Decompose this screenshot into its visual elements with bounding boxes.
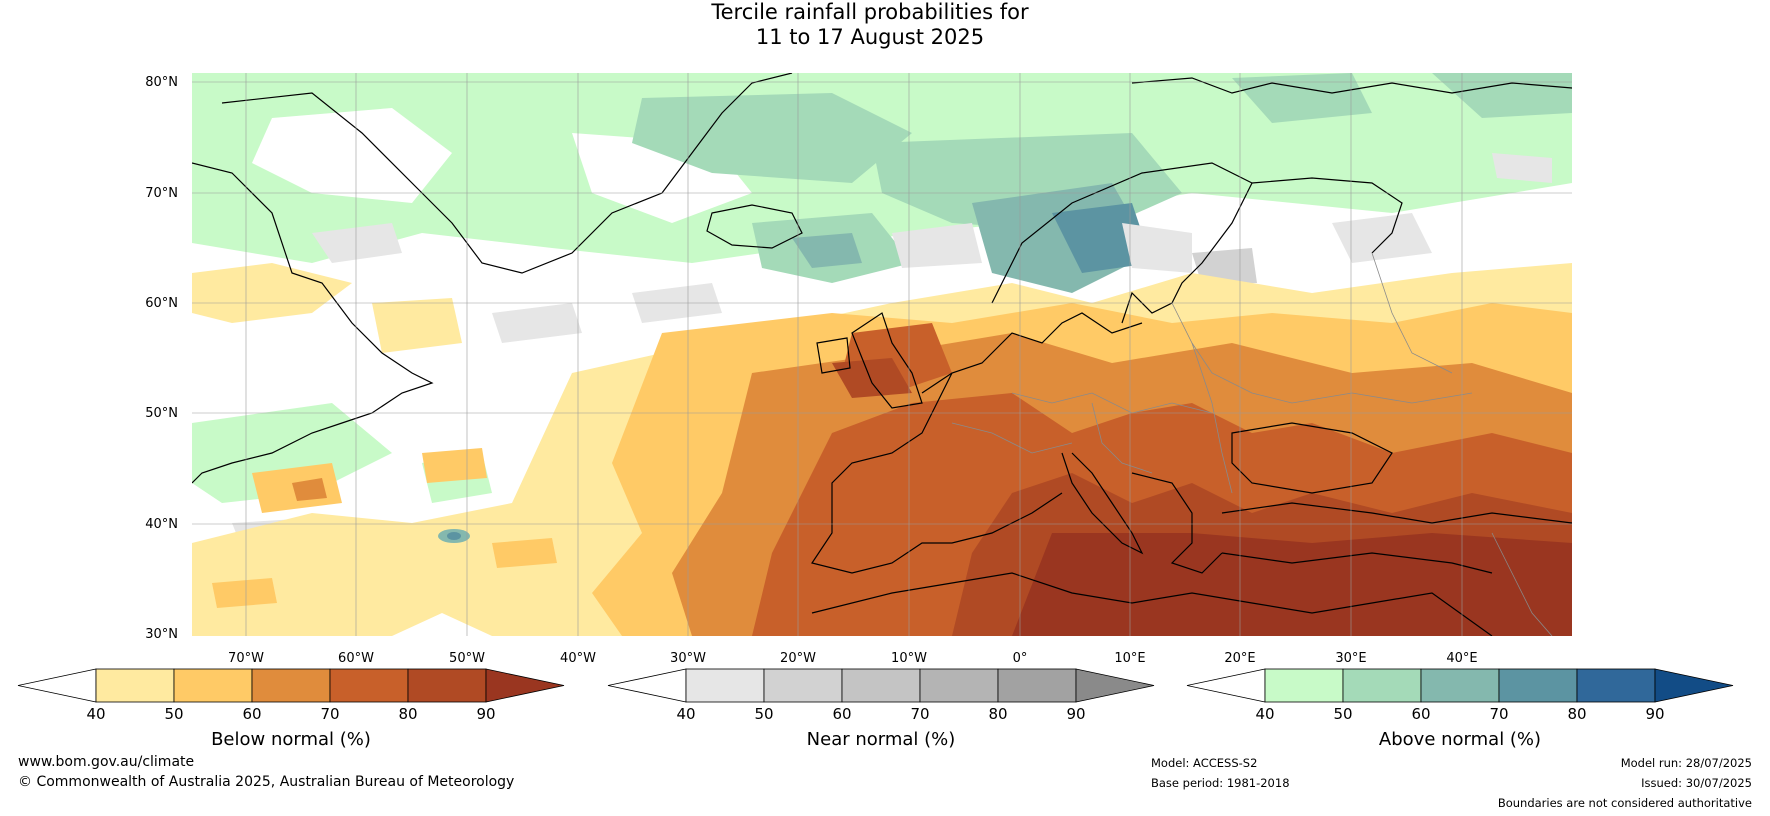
map-title: Tercile rainfall probabilities for 11 to… [0,0,1740,50]
colorbar-title: Below normal (%) [211,729,371,750]
colorbar-tick-label: 80 [1567,705,1586,723]
colorbar-tick-label: 90 [476,705,495,723]
colorbar-title: Above normal (%) [1379,729,1541,750]
lat-label: 60°N [145,296,178,311]
colorbar-cell [95,668,175,703]
colorbar-cell [841,668,921,703]
colorbar-tick-label: 40 [86,705,105,723]
colorbar-cell [251,668,331,703]
colorbar-cell [1498,668,1578,703]
issued-date: Issued: 30/07/2025 [1641,776,1752,790]
model-name: Model: ACCESS-S2 [1151,756,1258,770]
lat-label: 50°N [145,406,178,421]
colorbar-cell [919,668,999,703]
colorbar-tick-label: 90 [1645,705,1664,723]
disclaimer: Boundaries are not considered authoritat… [1497,796,1752,810]
title-line-1: Tercile rainfall probabilities for [711,0,1029,24]
footer-url[interactable]: www.bom.gov.au/climate [18,754,195,770]
colorbar-min-extend [1186,668,1266,703]
lat-label: 70°N [145,186,178,201]
colorbar-tick-label: 70 [1489,705,1508,723]
lon-label: 20°E [1224,651,1256,666]
colorbar-cell [1264,668,1344,703]
colorbar-tick-label: 80 [988,705,1007,723]
colorbar-cell [1576,668,1656,703]
colorbar-tick-label: 40 [676,705,695,723]
colorbar-tick-label: 60 [832,705,851,723]
colorbar-tick-label: 50 [754,705,773,723]
lon-label: 10°W [891,651,927,666]
colorbar-tick-label: 70 [910,705,929,723]
colorbar-tick-label: 70 [320,705,339,723]
lat-label: 80°N [145,75,178,90]
lon-label: 70°W [228,651,264,666]
colorbar-tick-label: 60 [1411,705,1430,723]
footer-copyright: © Commonwealth of Australia 2025, Austra… [18,774,515,790]
lon-label: 10°E [1114,651,1146,666]
colorbar-cell [407,668,487,703]
coastlines [192,73,1572,636]
colorbar-cell [173,668,253,703]
lon-label: 20°W [780,651,816,666]
colorbar-cell [1420,668,1500,703]
lon-label: 30°W [670,651,706,666]
lon-label: 0° [1012,651,1028,666]
colorbar-max-extend [1075,668,1155,703]
lon-label: 40°W [560,651,596,666]
colorbar-title: Near normal (%) [807,729,956,750]
colorbar-max-extend [1654,668,1734,703]
colorbar-near-normal: 40 50 60 70 80 90 Near normal (%) [607,668,1155,750]
colorbar-min-extend [607,668,687,703]
colorbar-below-normal: 40 50 60 70 80 90 Below normal (%) [17,668,565,750]
colorbar-above-normal: 40 50 60 70 80 90 Above normal (%) [1186,668,1734,750]
lon-label: 40°E [1446,651,1478,666]
rainfall-probability-map [192,73,1572,636]
lon-label: 60°W [338,651,374,666]
colorbar-cell [685,668,765,703]
lat-label: 30°N [145,627,178,642]
national-borders [951,252,1553,636]
colorbar-tick-label: 40 [1255,705,1274,723]
colorbar-tick-label: 60 [242,705,261,723]
colorbar-cell [997,668,1077,703]
colorbar-cell [763,668,843,703]
lon-label: 50°W [449,651,485,666]
below-normal-shading [192,263,1572,636]
colorbar-cell [329,668,409,703]
colorbar-legend: 40 50 60 70 80 90 Below normal (%) 40 50 60 70 80 9… [17,668,1734,750]
lon-label: 30°E [1335,651,1367,666]
colorbar-tick-label: 80 [398,705,417,723]
colorbar-tick-label: 90 [1066,705,1085,723]
title-line-2: 11 to 17 August 2025 [755,25,985,49]
model-run: Model run: 28/07/2025 [1620,756,1752,770]
colorbar-cell [1342,668,1422,703]
base-period: Base period: 1981-2018 [1151,776,1290,790]
colorbar-tick-label: 50 [164,705,183,723]
graticule [192,73,1572,636]
colorbar-tick-label: 50 [1333,705,1352,723]
colorbar-min-extend [17,668,97,703]
colorbar-max-extend [485,668,565,703]
lat-label: 40°N [145,517,178,532]
